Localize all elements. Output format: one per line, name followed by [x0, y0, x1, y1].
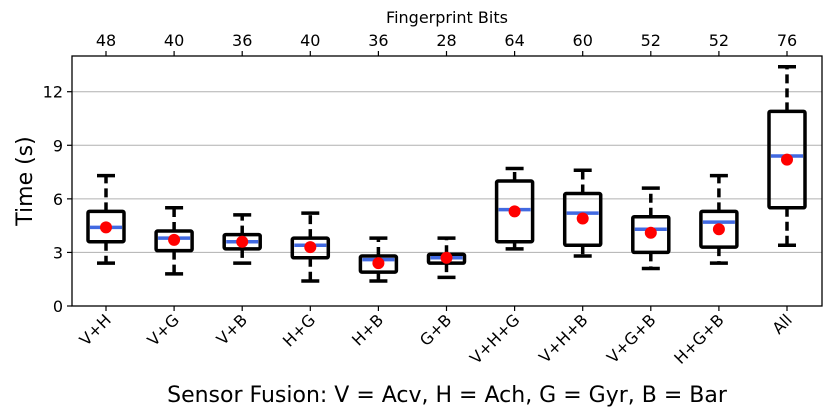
x-tick-label: V+G [144, 310, 183, 349]
box-h-g [290, 211, 331, 283]
mean-marker [100, 221, 112, 234]
top-axis-label: Fingerprint Bits [386, 8, 508, 27]
x-tick-label: H+G [279, 310, 319, 350]
box-all [767, 64, 807, 248]
mean-marker [304, 241, 317, 254]
box-v-h-g [494, 166, 535, 251]
box-v-h [86, 173, 126, 265]
grid-lines [72, 91, 822, 253]
box-v-b [222, 213, 262, 265]
top-tick-label: 40 [300, 31, 320, 50]
top-tick-label: 36 [232, 31, 252, 50]
mean-marker [440, 251, 453, 264]
mean-marker [168, 233, 181, 246]
iqr-box [494, 179, 535, 244]
iqr-box [222, 232, 262, 251]
iqr-box [767, 109, 807, 210]
iqr-box [631, 214, 671, 255]
x-tick-label: V+H [76, 310, 115, 349]
iqr-box [699, 209, 739, 249]
x-tick-label: V+G+B [603, 310, 660, 367]
x-tick-label: V+H+G [466, 310, 523, 367]
box-h-b [358, 236, 399, 283]
x-tick-label: V+H+B [535, 310, 591, 366]
top-tick-label: 64 [504, 31, 524, 50]
x-tick-label: G+B [416, 310, 455, 349]
top-tick-label: 52 [641, 31, 661, 50]
y-axis-label: Time (s) [13, 136, 38, 226]
mean-marker [236, 235, 249, 248]
mean-marker [712, 223, 725, 236]
y-tick-label: 9 [53, 136, 63, 155]
top-tick-label: 52 [709, 31, 729, 50]
iqr-box [562, 191, 603, 248]
x-tick-label: H+B [348, 310, 387, 349]
mean-marker [781, 153, 793, 166]
box-v-h-b [562, 168, 603, 258]
top-tick-label: 76 [777, 31, 797, 50]
x-axis-label: Sensor Fusion: V = Acv, H = Ach, G = Gyr… [167, 383, 728, 408]
top-tick-label: 40 [164, 31, 184, 50]
x-tick-label: H+G+B [670, 310, 727, 367]
y-tick-label: 12 [43, 83, 63, 102]
top-tick-label: 28 [436, 31, 456, 50]
iqr-box [154, 229, 194, 253]
mean-marker [644, 226, 657, 239]
iqr-box [358, 254, 399, 274]
y-tick-label: 3 [53, 243, 63, 262]
box-h-g-b [699, 173, 739, 265]
top-tick-label: 60 [573, 31, 593, 50]
y-tick-label: 0 [53, 297, 63, 316]
mean-marker [508, 205, 521, 218]
x-tick-label: V+B [213, 310, 251, 348]
box-series [86, 64, 807, 283]
x-tick-label: All [768, 310, 795, 337]
box-v-g-b [631, 186, 671, 271]
mean-marker [372, 257, 385, 270]
top-tick-label: 36 [368, 31, 388, 50]
top-tick-label: 48 [96, 31, 116, 50]
box-v-g [154, 206, 194, 276]
y-tick-label: 6 [53, 190, 63, 209]
iqr-box [290, 236, 331, 260]
box-g-b [426, 236, 467, 280]
mean-marker [576, 212, 589, 225]
iqr-box [86, 209, 126, 244]
axes: 036912V+H48V+G40V+B36H+G40H+B36G+B28V+H+… [43, 31, 798, 368]
